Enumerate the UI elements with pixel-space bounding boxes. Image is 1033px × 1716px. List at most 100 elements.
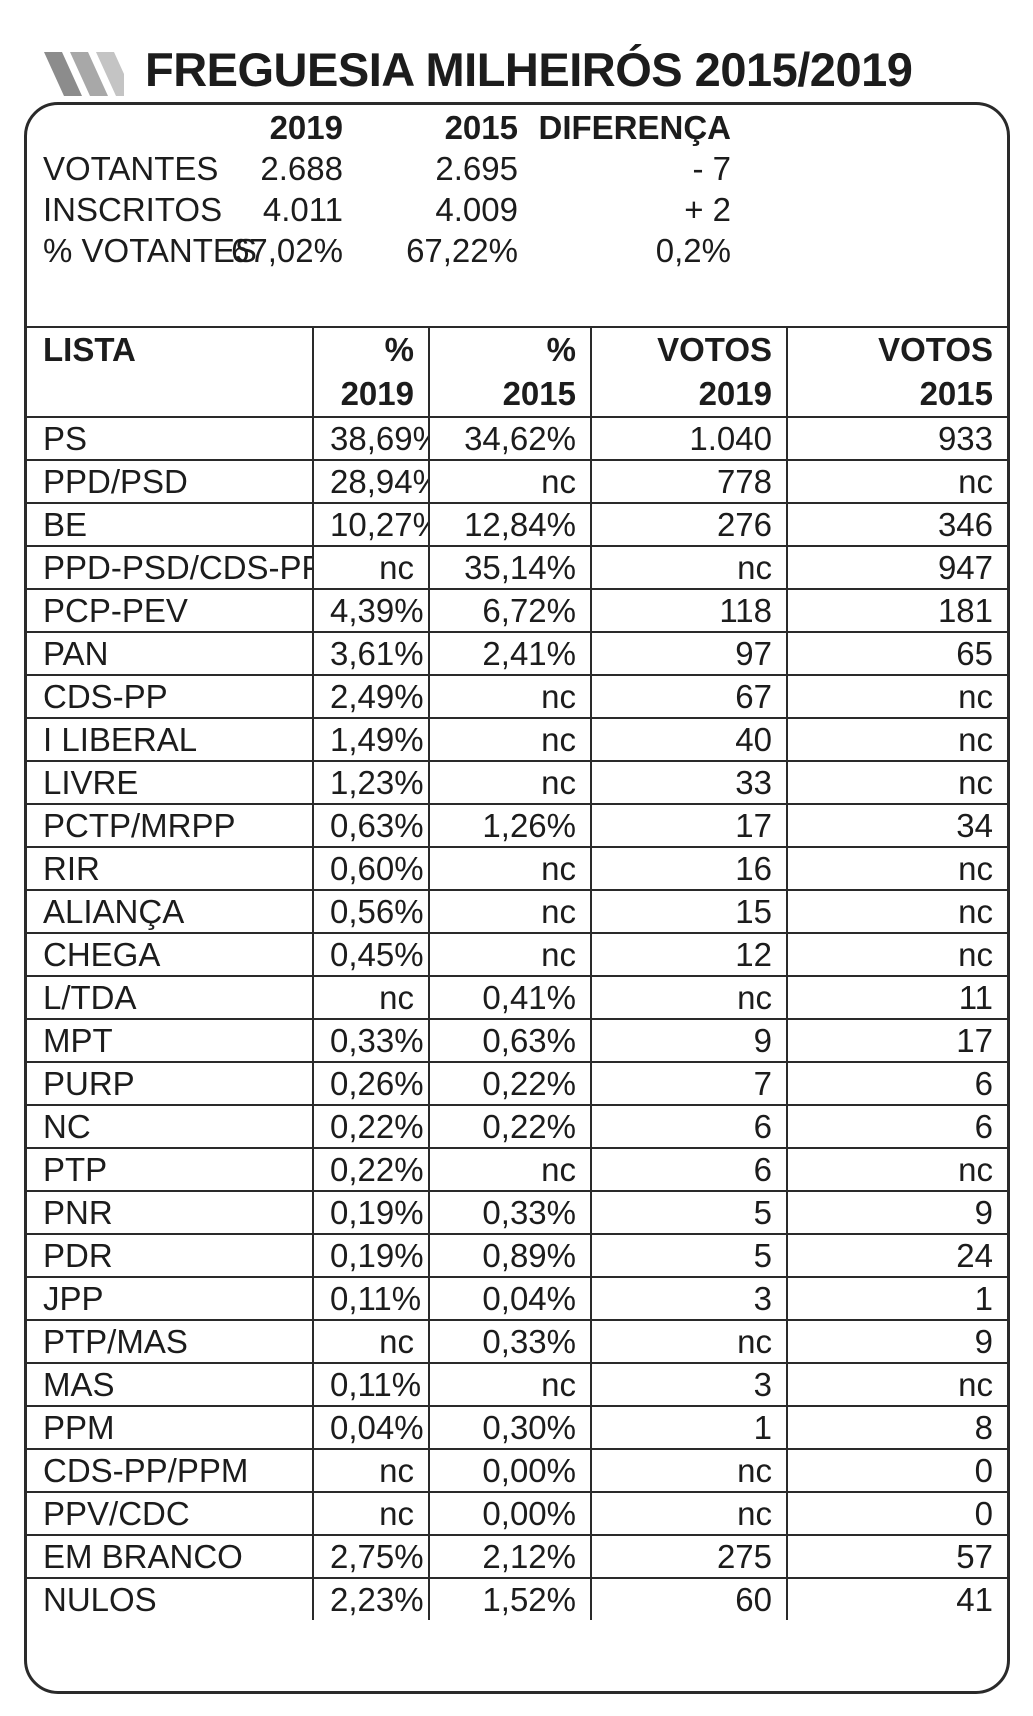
column-header-line2: 2019 bbox=[340, 375, 414, 412]
pct-2019-cell: 0,56% bbox=[312, 889, 430, 934]
party-name: PURP bbox=[27, 1061, 314, 1106]
votos-2015-cell: 933 bbox=[786, 416, 1007, 461]
votos-2019-cell: 275 bbox=[590, 1534, 788, 1579]
column-header-pct-2019: % 2019 bbox=[312, 326, 430, 418]
summary-header-row: 2019 2015 DIFERENÇA bbox=[27, 105, 1007, 150]
party-name: MAS bbox=[27, 1362, 314, 1407]
pct-2019-cell: 0,19% bbox=[312, 1233, 430, 1278]
pct-2015-cell: nc bbox=[428, 717, 592, 762]
votos-2015-cell: 9 bbox=[786, 1190, 1007, 1235]
votos-2019-cell: nc bbox=[590, 545, 788, 590]
table-row: EM BRANCO 2,75% 2,12% 275 57 bbox=[27, 1534, 1007, 1579]
table-row: PCP-PEV 4,39% 6,72% 118 181 bbox=[27, 588, 1007, 633]
summary-value-2015: 2.695 bbox=[435, 150, 518, 187]
pct-2015-cell: nc bbox=[428, 889, 592, 934]
pct-2019-cell: 2,49% bbox=[312, 674, 430, 719]
votos-2015-cell: nc bbox=[786, 760, 1007, 805]
votos-2019-cell: 276 bbox=[590, 502, 788, 547]
summary-value-2019: 67,02% bbox=[231, 232, 343, 269]
pct-2015-cell: 0,22% bbox=[428, 1061, 592, 1106]
pct-2019-cell: 10,27% bbox=[312, 502, 430, 547]
votos-2015-cell: 57 bbox=[786, 1534, 1007, 1579]
column-header-line2: 2019 bbox=[698, 375, 772, 412]
votos-2015-cell: 65 bbox=[786, 631, 1007, 676]
votos-2019-cell: 5 bbox=[590, 1233, 788, 1278]
table-row: CHEGA 0,45% nc 12 nc bbox=[27, 932, 1007, 977]
votos-2015-cell: nc bbox=[786, 1147, 1007, 1192]
votos-2015-cell: 0 bbox=[786, 1448, 1007, 1493]
pct-2015-cell: 0,63% bbox=[428, 1018, 592, 1063]
party-name: NULOS bbox=[27, 1577, 314, 1620]
votos-2015-cell: 11 bbox=[786, 975, 1007, 1020]
votos-2019-cell: 17 bbox=[590, 803, 788, 848]
results-frame: 2019 2015 DIFERENÇA VOTANTES 2.688 2.695… bbox=[24, 102, 1010, 1694]
title-row: FREGUESIA MILHEIRÓS 2015/2019 bbox=[0, 40, 1033, 100]
pct-2015-cell: 0,04% bbox=[428, 1276, 592, 1321]
votos-2015-cell: 41 bbox=[786, 1577, 1007, 1620]
table-row: PCTP/MRPP 0,63% 1,26% 17 34 bbox=[27, 803, 1007, 848]
votos-2019-cell: 1.040 bbox=[590, 416, 788, 461]
summary-label: VOTANTES bbox=[43, 150, 219, 187]
summary-header-diferenca: DIFERENÇA bbox=[538, 109, 731, 146]
pct-2019-cell: nc bbox=[312, 1491, 430, 1536]
table-row: RIR 0,60% nc 16 nc bbox=[27, 846, 1007, 891]
votos-2015-cell: nc bbox=[786, 846, 1007, 891]
votos-2019-cell: 12 bbox=[590, 932, 788, 977]
table-header-row: LISTA % 2019 % 2015 VOTOS 2019 VOTOS 201… bbox=[27, 326, 1007, 418]
column-header-line1: VOTOS bbox=[657, 331, 772, 368]
pct-2019-cell: 2,75% bbox=[312, 1534, 430, 1579]
pct-2019-cell: nc bbox=[312, 1448, 430, 1493]
votos-2015-cell: 24 bbox=[786, 1233, 1007, 1278]
summary-value-2015: 67,22% bbox=[406, 232, 518, 269]
pct-2019-cell: 3,61% bbox=[312, 631, 430, 676]
summary-header-2019: 2019 bbox=[269, 109, 343, 146]
votos-2019-cell: 3 bbox=[590, 1276, 788, 1321]
column-header-line1: VOTOS bbox=[878, 331, 993, 368]
summary-value-diff: - 7 bbox=[692, 150, 731, 187]
party-name: I LIBERAL bbox=[27, 717, 314, 762]
party-name: PPD-PSD/CDS-PP bbox=[27, 545, 314, 590]
table-row: PNR 0,19% 0,33% 5 9 bbox=[27, 1190, 1007, 1235]
votos-2015-cell: nc bbox=[786, 1362, 1007, 1407]
pct-2015-cell: 34,62% bbox=[428, 416, 592, 461]
pct-2015-cell: 1,52% bbox=[428, 1577, 592, 1620]
votos-2019-cell: 118 bbox=[590, 588, 788, 633]
column-header-line2: 2015 bbox=[502, 375, 576, 412]
party-name: ALIANÇA bbox=[27, 889, 314, 934]
pct-2015-cell: 0,30% bbox=[428, 1405, 592, 1450]
pct-2019-cell: 4,39% bbox=[312, 588, 430, 633]
pct-2019-cell: nc bbox=[312, 545, 430, 590]
pct-2019-cell: 0,60% bbox=[312, 846, 430, 891]
results-table-body: PS38,69%34,62%1.040933PPD/PSD28,94%nc778… bbox=[27, 416, 1007, 1620]
table-row: PTP 0,22% nc 6 nc bbox=[27, 1147, 1007, 1192]
votos-2015-cell: 0 bbox=[786, 1491, 1007, 1536]
pct-2019-cell: 0,11% bbox=[312, 1276, 430, 1321]
party-name: NC bbox=[27, 1104, 314, 1149]
votos-2015-cell: nc bbox=[786, 717, 1007, 762]
table-row: PPV/CDC nc 0,00% nc 0 bbox=[27, 1491, 1007, 1536]
pct-2015-cell: nc bbox=[428, 674, 592, 719]
table-row: PPD-PSD/CDS-PP nc 35,14% nc 947 bbox=[27, 545, 1007, 590]
summary-row-votantes: VOTANTES 2.688 2.695 - 7 bbox=[27, 146, 1007, 191]
diagonal-stripes-icon bbox=[44, 52, 124, 96]
party-name: PTP/MAS bbox=[27, 1319, 314, 1364]
votos-2019-cell: 9 bbox=[590, 1018, 788, 1063]
pct-2019-cell: 38,69% bbox=[312, 416, 430, 461]
party-name: PAN bbox=[27, 631, 314, 676]
party-name: PTP bbox=[27, 1147, 314, 1192]
pct-2015-cell: nc bbox=[428, 760, 592, 805]
pct-2015-cell: nc bbox=[428, 846, 592, 891]
votos-2019-cell: 6 bbox=[590, 1104, 788, 1149]
votos-2019-cell: 7 bbox=[590, 1061, 788, 1106]
table-row: L/TDA nc 0,41% nc 11 bbox=[27, 975, 1007, 1020]
votos-2019-cell: nc bbox=[590, 1319, 788, 1364]
pct-2019-cell: 2,23% bbox=[312, 1577, 430, 1620]
pct-2019-cell: 0,22% bbox=[312, 1104, 430, 1149]
pct-2019-cell: nc bbox=[312, 975, 430, 1020]
table-row: I LIBERAL 1,49% nc 40 nc bbox=[27, 717, 1007, 762]
party-name: PPD/PSD bbox=[27, 459, 314, 504]
pct-2019-cell: 1,49% bbox=[312, 717, 430, 762]
party-name: PPM bbox=[27, 1405, 314, 1450]
pct-2019-cell: 0,04% bbox=[312, 1405, 430, 1450]
